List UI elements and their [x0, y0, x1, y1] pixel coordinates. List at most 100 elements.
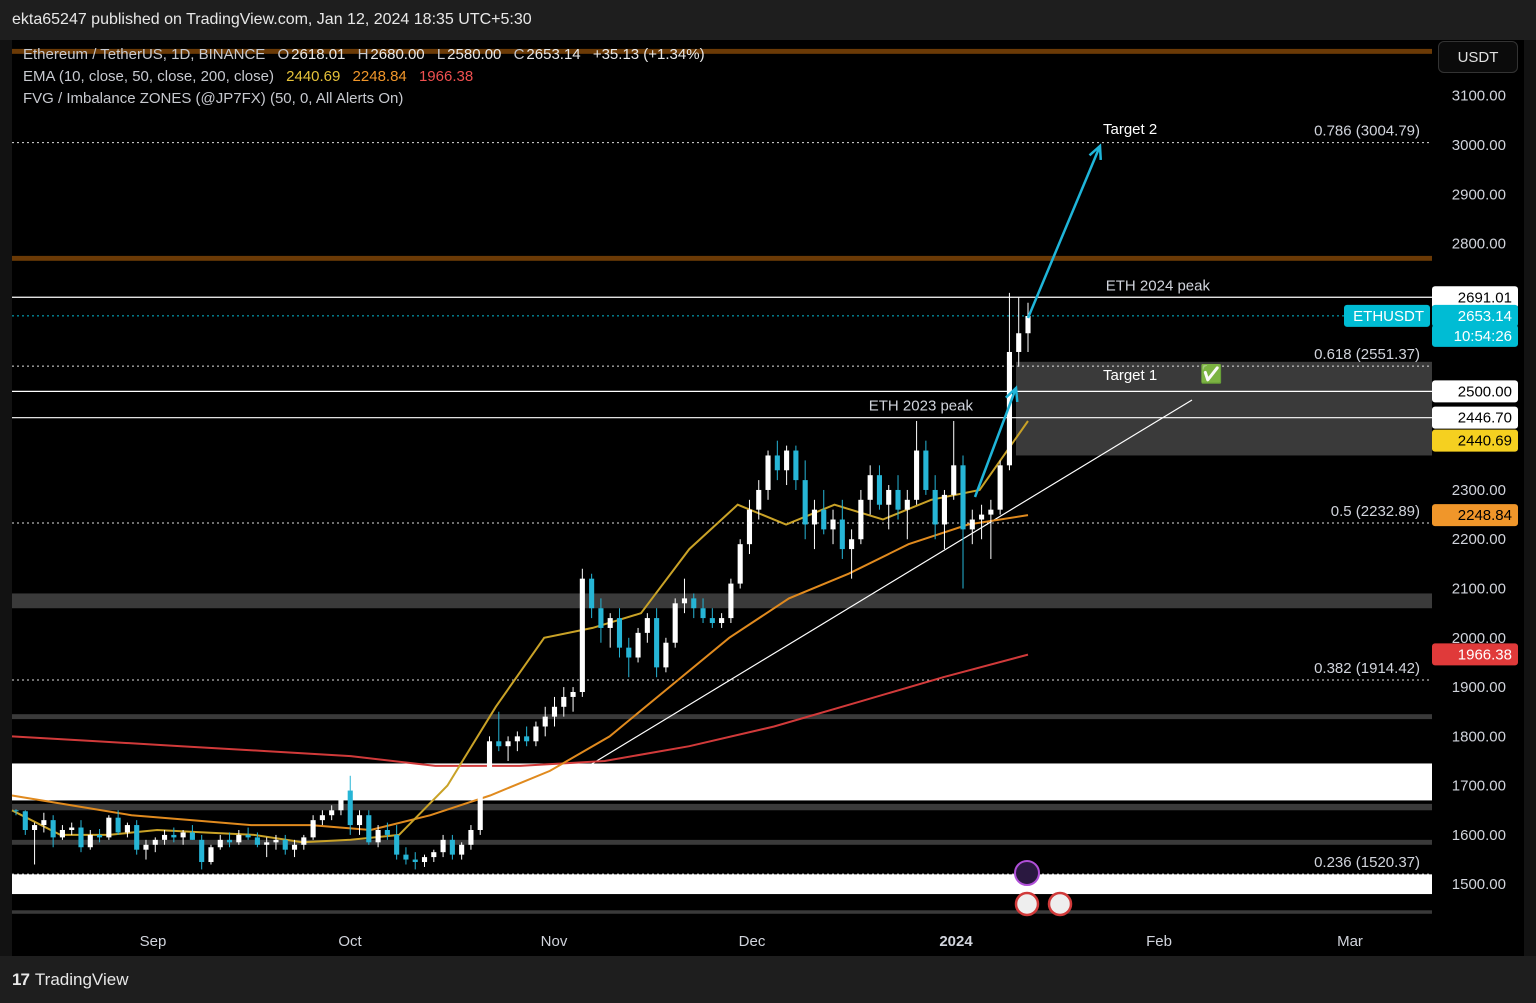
- candle-body-96: [904, 499, 910, 510]
- candle-body-87: [821, 509, 827, 530]
- candle-body-35: [338, 790, 344, 811]
- projection-arrowhead-1: [1088, 143, 1102, 161]
- candle-body-28: [273, 839, 279, 843]
- candle-body-88: [830, 519, 836, 530]
- candle-body-14: [143, 844, 149, 850]
- event-us-flag-icon: [1014, 891, 1040, 917]
- symbol-name[interactable]: Ethereum / TetherUS, 1D, BINANCE: [23, 46, 266, 63]
- x-tick-3: Dec: [739, 933, 766, 950]
- candle-body-90: [849, 539, 855, 550]
- candle-body-2: [32, 825, 38, 830]
- open-label: O: [277, 46, 290, 63]
- y-tick-7: 2300.00: [1452, 482, 1506, 499]
- candle-body-69: [654, 618, 660, 668]
- candle-body-101: [951, 465, 957, 495]
- candle-body-40: [384, 829, 390, 835]
- tag-ema50-bg: [1432, 504, 1518, 527]
- eth-2024-peak-label: ETH 2024 peak: [1106, 277, 1211, 294]
- candle-body-108: [1016, 333, 1022, 352]
- candle-body-63: [598, 608, 604, 628]
- candle-body-4: [50, 820, 56, 838]
- candle-body-32: [310, 820, 316, 838]
- candle-body-75: [709, 618, 715, 624]
- candle-body-71: [672, 603, 678, 643]
- candle-body-91: [858, 499, 864, 540]
- tag-price-bg: [1432, 304, 1518, 327]
- candle-body-84: [793, 450, 799, 481]
- candle-body-0: [13, 810, 19, 812]
- candle-body-44: [421, 857, 428, 863]
- projection-arrow-0: [973, 387, 1018, 498]
- candle-body-49: [468, 829, 474, 845]
- fib-label-2: 0.5 (2232.89): [1331, 503, 1420, 520]
- candle-body-105: [988, 509, 994, 515]
- ema50-line: [11, 514, 1029, 832]
- candle-body-53: [505, 741, 511, 747]
- ema200-value: 1966.38: [418, 68, 474, 85]
- tag-peak: 2691.01: [1458, 289, 1512, 306]
- tradingview-logo[interactable]: 17 TradingView: [12, 970, 128, 990]
- candle-body-92: [867, 475, 873, 500]
- candle-body-85: [802, 480, 808, 525]
- candle-body-6: [69, 827, 75, 830]
- tag-countdown-bg: [1432, 324, 1518, 347]
- ema50-value: 2248.84: [352, 68, 407, 85]
- candle-body-82: [774, 455, 780, 471]
- candle-body-12: [124, 825, 130, 833]
- candle-body-24: [236, 834, 242, 843]
- fvg-label[interactable]: FVG / Imbalance ZONES (@JP7FX) (50, 0, A…: [23, 90, 404, 107]
- y-tick-13: 1700.00: [1452, 778, 1506, 795]
- zone-5: [12, 763, 1432, 801]
- zone-8: [12, 874, 1432, 895]
- candle-body-109: [1025, 316, 1031, 334]
- candle-body-9: [97, 834, 103, 838]
- event-us-flag-icon: [1047, 891, 1073, 917]
- candle-body-29: [282, 839, 288, 850]
- change-value: +35.13 (+1.34%): [592, 46, 705, 63]
- ema200-line: [11, 653, 1029, 767]
- candle-body-50: [477, 785, 483, 830]
- candle-body-100: [941, 494, 947, 525]
- y-tick-15: 1500.00: [1452, 876, 1506, 893]
- candle-body-3: [41, 820, 47, 826]
- candle-body-8: [87, 834, 93, 848]
- x-tick-6: Mar: [1337, 933, 1363, 950]
- candle-body-22: [217, 839, 223, 848]
- y-tick-9: 2100.00: [1452, 581, 1506, 598]
- candle-body-67: [635, 632, 641, 658]
- candle-body-72: [681, 598, 688, 604]
- tag-symbol-bg: [1344, 304, 1430, 327]
- y-tick-12: 1800.00: [1452, 728, 1506, 745]
- candle-body-59: [561, 696, 567, 707]
- fib-label-4: 0.236 (1520.37): [1314, 854, 1420, 871]
- candle-body-23: [226, 839, 233, 843]
- low-label: L: [436, 46, 446, 63]
- y-tick-8: 2200.00: [1452, 531, 1506, 548]
- candle-body-17: [171, 834, 177, 838]
- footer: [0, 956, 1536, 1003]
- tag-peak-bg: [1432, 286, 1518, 309]
- candle-body-73: [691, 598, 697, 609]
- tag-ema50: 2248.84: [1458, 507, 1512, 524]
- candle-body-20: [199, 839, 205, 863]
- tag-2446: 2446.70: [1458, 410, 1512, 427]
- candle-body-18: [180, 832, 186, 838]
- candle-body-52: [496, 741, 502, 747]
- candle-body-45: [431, 852, 437, 858]
- fib-label-3: 0.382 (1914.42): [1314, 660, 1420, 677]
- candle-body-43: [412, 859, 418, 863]
- candle-body-93: [876, 475, 883, 505]
- candle-body-62: [589, 578, 595, 609]
- candle-body-5: [59, 829, 65, 838]
- publish-bar: ekta65247 published on TradingView.com, …: [0, 0, 1536, 40]
- currency-button[interactable]: USDT: [1438, 41, 1518, 73]
- candle-body-15: [152, 839, 158, 845]
- candle-body-64: [607, 618, 613, 628]
- publish-info: ekta65247 published on TradingView.com, …: [12, 11, 532, 28]
- ema-label[interactable]: EMA (10, close, 50, close, 200, close): [23, 68, 274, 85]
- x-tick-0: Sep: [140, 933, 167, 950]
- candle-body-81: [765, 455, 771, 490]
- tag-2500: 2500.00: [1458, 383, 1512, 400]
- tag-ema10: 2440.69: [1458, 433, 1512, 450]
